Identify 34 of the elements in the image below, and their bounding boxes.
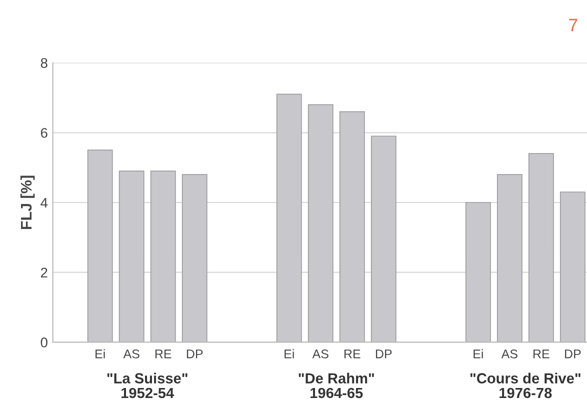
bar (276, 94, 302, 342)
bar (87, 150, 113, 342)
bar (182, 174, 208, 342)
bar (118, 170, 144, 342)
text: "La Suisse" 1952-54 (107, 372, 188, 398)
text: "Cours de Rive" 1976-78 (470, 372, 580, 398)
bar (560, 192, 586, 342)
x-tick-label: AS (312, 350, 328, 358)
text: "De Rahm" 1964-65 (298, 372, 374, 398)
bar (370, 136, 396, 342)
x-tick-label: RE (155, 350, 172, 358)
y-tick-label: 4 (40, 198, 48, 208)
x-tick-label: RE (534, 350, 550, 358)
x-tick-label: Ei (474, 349, 483, 358)
x-tick-label: AS (501, 350, 518, 358)
x-tick-label: Ei (284, 349, 294, 358)
bar (150, 170, 176, 342)
x-tick-label: RE (344, 350, 360, 358)
x-tick-label: AS (123, 350, 140, 358)
x-tick-label: DP (186, 350, 203, 358)
bar (528, 153, 554, 342)
y-tick-label: 8 (40, 58, 48, 68)
bar (496, 174, 522, 342)
text: 7 (569, 18, 578, 32)
y-tick-label: 6 (40, 128, 48, 138)
bar (308, 104, 334, 342)
y-axis-title: FLJ [%] (20, 176, 35, 230)
bar (339, 111, 365, 342)
y-tick-label: 2 (40, 268, 48, 278)
x-tick-label: DP (565, 350, 581, 358)
bar (465, 202, 491, 342)
y-tick-label: 0 (40, 338, 48, 348)
x-tick-label: Ei (96, 349, 105, 358)
x-tick-label: DP (376, 350, 392, 358)
